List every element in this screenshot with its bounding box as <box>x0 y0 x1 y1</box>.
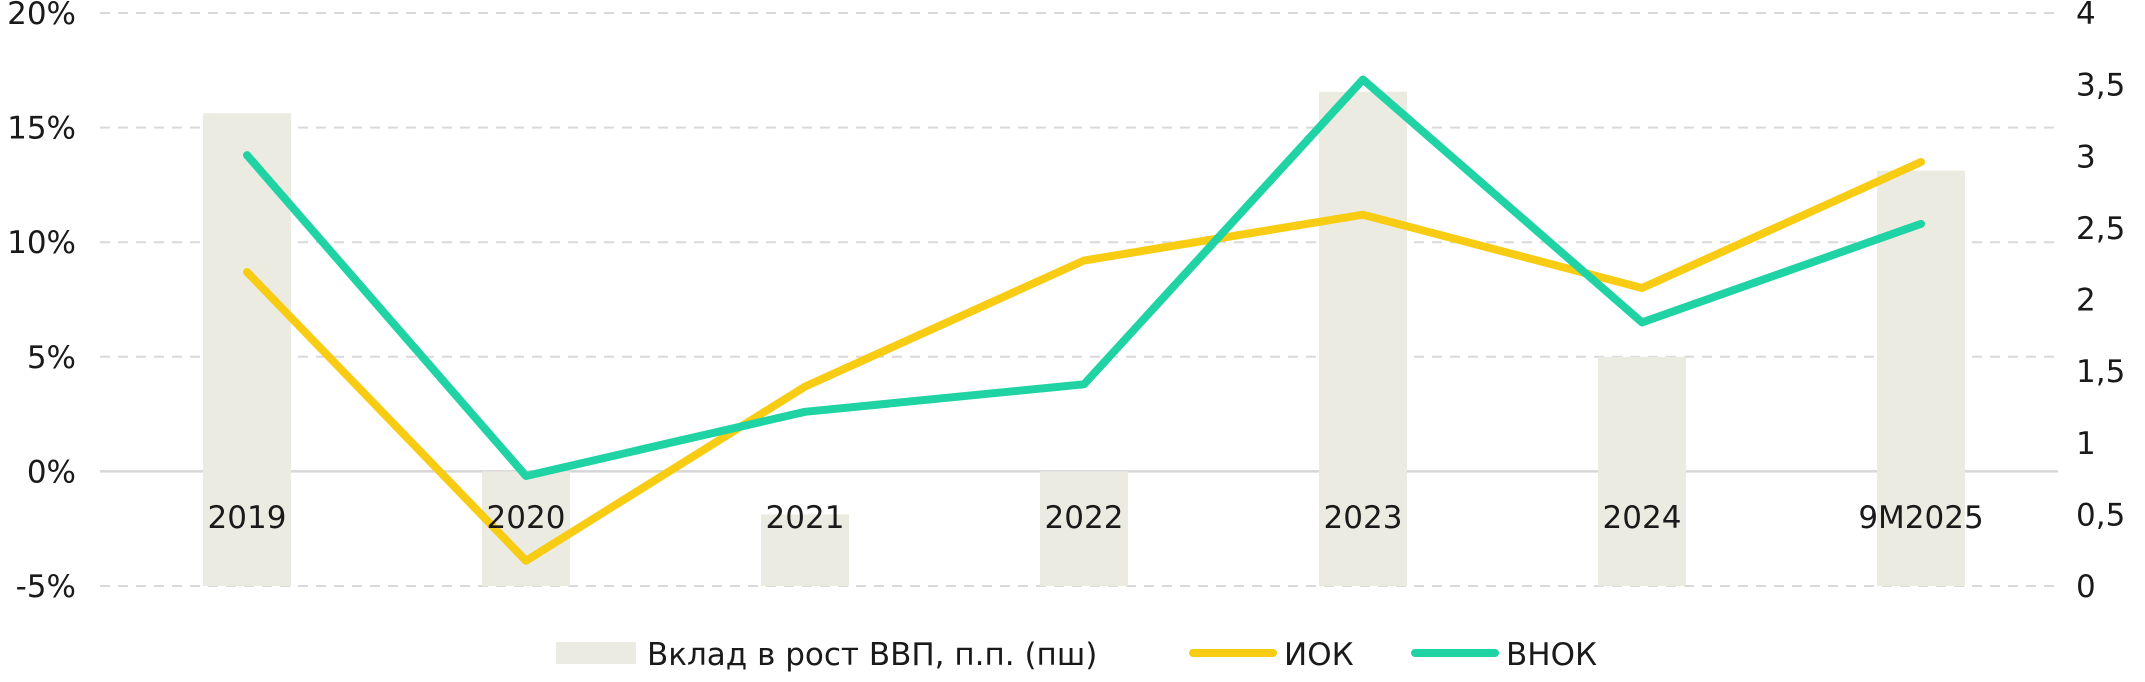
legend-label: Вклад в рост ВВП, п.п. (пш) <box>647 637 1097 673</box>
y-right-tick-labels: 0 0,5 1 1,5 2 2,5 3 3,5 4 <box>2076 0 2125 605</box>
y-left-tick-label: 20% <box>7 0 76 32</box>
y-left-tick-label: 5% <box>27 340 76 376</box>
bars <box>203 91 1965 587</box>
y-right-tick-label: 4 <box>2076 0 2096 32</box>
legend-swatch-bar <box>556 642 636 664</box>
y-right-tick-label: 1 <box>2076 426 2096 462</box>
y-left-tick-labels: -5% 0% 5% 10% 15% 20% <box>7 0 76 605</box>
x-tick-label: 2024 <box>1603 500 1682 536</box>
y-left-tick-label: 10% <box>7 225 76 261</box>
y-right-tick-label: 2 <box>2076 283 2096 319</box>
bar-9M2025 <box>1877 170 1965 586</box>
y-right-tick-label: 0,5 <box>2076 497 2125 533</box>
bar-2024 <box>1598 356 1686 586</box>
bar-2023 <box>1319 91 1407 586</box>
x-tick-label: 2020 <box>487 500 566 536</box>
lines <box>243 75 1925 565</box>
x-tick-label: 2023 <box>1324 500 1403 536</box>
bar-2022 <box>1040 471 1128 586</box>
y-right-tick-label: 0 <box>2076 569 2096 605</box>
y-left-tick-label: 0% <box>27 454 76 490</box>
y-left-tick-label: 15% <box>7 111 76 147</box>
bar-2021 <box>761 514 849 586</box>
line-series-1 <box>243 157 1925 565</box>
x-tick-label: 2019 <box>208 500 287 536</box>
x-tick-labels: 2019 2020 2021 2022 2023 2024 9M2025 <box>208 500 1984 536</box>
x-tick-label: 2022 <box>1045 500 1124 536</box>
legend: Вклад в рост ВВП, п.п. (пш) ИОК ВНОК <box>556 637 1597 673</box>
y-right-tick-label: 2,5 <box>2076 211 2125 247</box>
y-right-tick-label: 3,5 <box>2076 68 2125 104</box>
y-left-tick-label: -5% <box>16 569 76 605</box>
x-tick-label: 9M2025 <box>1858 500 1983 536</box>
x-tick-label: 2021 <box>766 500 845 536</box>
line-series-2 <box>243 75 1925 480</box>
y-right-tick-label: 1,5 <box>2076 354 2125 390</box>
legend-label: ВНОК <box>1506 637 1597 673</box>
y-right-tick-label: 3 <box>2076 139 2096 175</box>
legend-label: ИОК <box>1284 637 1354 673</box>
